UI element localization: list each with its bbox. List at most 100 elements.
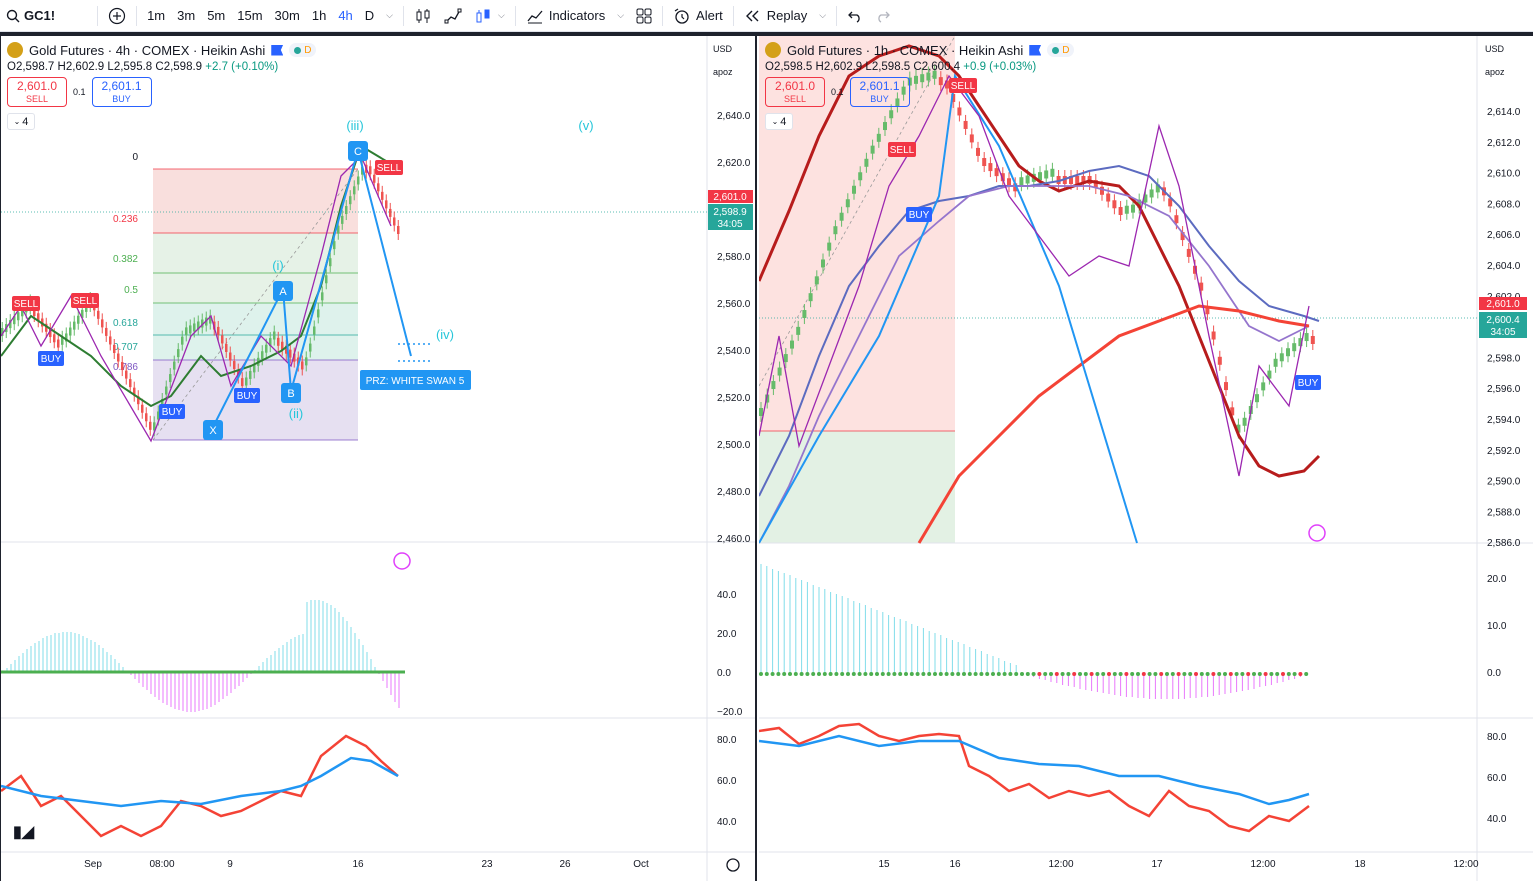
alert-button[interactable]: Alert	[667, 0, 729, 32]
tf-1m[interactable]: 1m	[141, 0, 171, 32]
candle-body	[105, 327, 108, 336]
chart-title[interactable]: Gold Futures · 4h · COMEX · Heikin Ashi	[29, 42, 266, 58]
osc-dot	[1228, 672, 1233, 676]
candle-body	[1025, 175, 1030, 184]
buy-button[interactable]: 2,601.1 BUY	[849, 77, 910, 107]
candle-body	[1242, 417, 1247, 426]
tf-d[interactable]: D	[359, 0, 380, 32]
candle-body	[333, 241, 336, 250]
tf-1h[interactable]: 1h	[306, 0, 332, 32]
osc-dot	[1165, 672, 1169, 676]
symbol-search[interactable]: GC1!	[0, 0, 61, 32]
candle-body	[321, 292, 324, 301]
chart-canvas-1h[interactable]: SELL SELL BUY BUY 2,614.0 2,612.0 2,610.0 2…	[759, 36, 1533, 881]
price-tick-label: 2,460.0	[717, 534, 751, 545]
osc-dot	[1211, 672, 1216, 676]
chart-pane-right[interactable]: SELL SELL BUY BUY 2,614.0 2,612.0 2,610.0 2…	[759, 36, 1533, 881]
point-a-marker[interactable]: A	[273, 281, 293, 301]
point-x-marker[interactable]: X	[203, 420, 223, 440]
osc-dot	[875, 672, 879, 676]
candlestick-series	[759, 64, 1315, 439]
candle-body	[269, 338, 272, 347]
candle-body	[149, 421, 152, 430]
candle-body	[1186, 248, 1191, 257]
candle-body	[1100, 186, 1104, 195]
tf-dropdown[interactable]: ⌵	[380, 0, 399, 32]
rsi-tick-label: 80.0	[1487, 732, 1507, 743]
gold-symbol-icon	[765, 42, 781, 58]
point-c-label: C	[354, 146, 362, 158]
indicators-dropdown[interactable]: ⌵	[611, 0, 630, 32]
candle-body	[353, 186, 356, 195]
candle-body	[329, 258, 332, 267]
osc-dot	[1107, 672, 1111, 676]
lightning-icon[interactable]	[1308, 524, 1326, 542]
indicators-button[interactable]: Indicators	[520, 0, 611, 32]
settings-gear-icon[interactable]	[726, 858, 740, 872]
price-tick-label: 2,594.0	[1487, 415, 1521, 426]
high-value: H2,602.9	[815, 61, 863, 73]
chart-type-button[interactable]	[438, 0, 468, 32]
osc-dot	[996, 672, 1001, 676]
osc-dot	[828, 672, 833, 676]
replay-button[interactable]: Replay	[738, 0, 813, 32]
scale-mode-label[interactable]: apoz	[1485, 67, 1505, 77]
redo-button[interactable]	[869, 0, 897, 32]
osc-dot	[1275, 672, 1280, 676]
heikin-ashi-button[interactable]: ⌵	[468, 0, 511, 32]
replay-dropdown[interactable]: ⌵	[813, 0, 832, 32]
trade-buttons: 2,601.0 SELL 0.1 2,601.1 BUY	[7, 77, 316, 107]
chart-canvas-4h[interactable]: 0 0.236 0.382 0.5 0.618 0.707 0.786 X A …	[1, 36, 757, 881]
tf-label: 30m	[274, 8, 300, 23]
divider	[97, 5, 99, 26]
undo-button[interactable]	[841, 0, 869, 32]
market-status-badge[interactable]: D	[289, 43, 317, 57]
tf-4h[interactable]: 4h	[332, 0, 358, 32]
layouts-button[interactable]	[630, 0, 658, 32]
tf-5m[interactable]: 5m	[201, 0, 231, 32]
flag-icon[interactable]	[1029, 44, 1042, 56]
lightning-icon[interactable]	[393, 552, 411, 570]
tf-3m[interactable]: 3m	[171, 0, 201, 32]
prz-label-box[interactable]: PRZ: WHITE SWAN 5	[360, 370, 471, 390]
flag-icon[interactable]	[271, 44, 284, 56]
indicators-collapse-button[interactable]: ⌄ 4	[765, 113, 793, 130]
tf-30m[interactable]: 30m	[269, 0, 306, 32]
price-tick-label: 2,480.0	[717, 487, 751, 498]
compare-button[interactable]	[102, 0, 132, 32]
osc-dot	[1008, 672, 1013, 676]
candle-body	[273, 331, 276, 340]
currency-label[interactable]: USD	[1485, 44, 1505, 54]
chart-title[interactable]: Gold Futures · 1h · COMEX · Heikin Ashi	[787, 42, 1024, 58]
sell-button[interactable]: 2,601.0 SELL	[765, 77, 825, 107]
candle-body	[1261, 382, 1266, 391]
buy-button[interactable]: 2,601.1 BUY	[91, 77, 152, 107]
candle-body	[389, 208, 392, 217]
scale-mode-label[interactable]: apoz	[713, 67, 733, 77]
osc-dot	[811, 672, 816, 676]
time-axis[interactable]: Sep 08:00 9 16 23 26 Oct	[84, 859, 649, 870]
candle-body	[1255, 394, 1259, 403]
candle-body	[349, 196, 352, 205]
candle-body	[895, 98, 900, 107]
open-value: O2,598.7	[7, 61, 55, 73]
candle-body	[796, 326, 801, 335]
sell-button[interactable]: 2,601.0 SELL	[7, 77, 67, 107]
osc-dot	[1234, 672, 1239, 676]
time-axis[interactable]: 15 16 12:00 17 12:00 18 12:00	[878, 859, 1479, 870]
candle-body	[821, 259, 825, 268]
indicators-collapse-button[interactable]: ⌄ 4	[7, 113, 35, 130]
currency-label[interactable]: USD	[713, 44, 733, 54]
market-status-badge[interactable]: D	[1047, 43, 1075, 57]
candle-body	[393, 217, 396, 226]
chart-pane-left[interactable]: 0 0.236 0.382 0.5 0.618 0.707 0.786 X A …	[0, 36, 757, 881]
point-b-marker[interactable]: B	[281, 383, 301, 403]
tf-15m[interactable]: 15m	[231, 0, 268, 32]
bar-style-button[interactable]	[408, 0, 438, 32]
tf-label: 4h	[338, 8, 353, 23]
candle-body	[901, 86, 906, 95]
wave-label-iv: (iv)	[436, 327, 454, 342]
high-value: H2,602.9	[57, 61, 105, 73]
point-c-marker[interactable]: C	[348, 141, 368, 161]
candle-body	[65, 333, 68, 342]
